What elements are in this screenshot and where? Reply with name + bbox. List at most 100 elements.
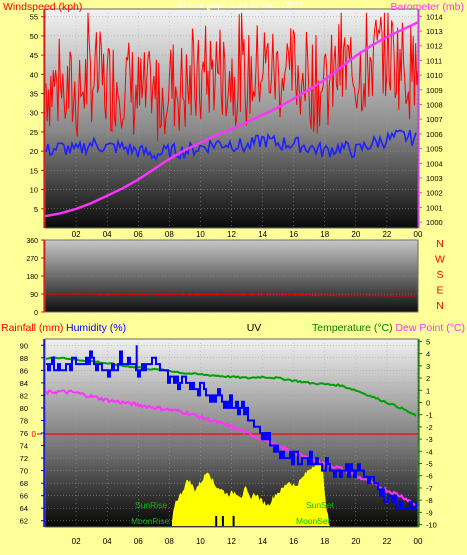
uv-bar: [232, 516, 235, 526]
temperature-axis-title: Temperature (°C): [312, 322, 393, 334]
humidity-tick-label: 70: [20, 467, 28, 476]
barometer-tick-label: 1013: [426, 27, 443, 36]
temperature-line: [46, 356, 417, 417]
panel1-hour-label: 18: [320, 230, 329, 239]
windspeed-tick-label: 45: [30, 51, 38, 60]
panel1-hour-label: 16: [289, 230, 298, 239]
panel3-series: [45, 345, 418, 510]
barometer-tick-label: 1008: [426, 101, 443, 110]
panel1-hour-label: 02: [72, 230, 81, 239]
uv-bar: [215, 516, 218, 526]
temperature-tick-label: -8: [426, 496, 433, 505]
moonset-label: MoonSet: [296, 516, 331, 526]
barometer-tick-label: 1006: [426, 130, 443, 139]
panel1-hour-label: 12: [227, 230, 236, 239]
wind-direction-tick-label: 90: [30, 292, 38, 299]
wind-direction-tick-label: 360: [26, 238, 38, 245]
temperature-tick-label: -10: [426, 521, 437, 530]
compass-letter: E: [436, 285, 443, 297]
panel3-hour-label: 10: [196, 537, 205, 546]
temperature-tick-label: 3: [426, 362, 430, 371]
humidity-tick-label: 68: [20, 479, 28, 488]
panel1-hour-label: 06: [134, 230, 143, 239]
panel1-hour-label: 10: [196, 230, 205, 239]
panel3-hour-label: 16: [289, 537, 298, 546]
panel1-hour-label: 14: [258, 230, 267, 239]
temperature-tick-label: -7: [426, 484, 433, 493]
humidity-tick-label: 74: [20, 442, 28, 451]
windspeed-tick-label: 30: [30, 109, 38, 118]
panel1-title: 24 hour graph since 18 March 2015: [177, 1, 304, 10]
panel3-hour-label: 20: [351, 537, 360, 546]
wind-baro-panel: Windspeed (kph) 24 hour graph since 18 M…: [3, 1, 464, 239]
windspeed-tick-label: 55: [30, 13, 38, 22]
temperature-tick-label: 0: [426, 398, 430, 407]
uv-axis-title: UV: [247, 322, 262, 334]
windspeed-tick-label: 10: [30, 186, 38, 195]
panel3-hour-label: 14: [258, 537, 267, 546]
panel1-hour-label: 22: [382, 230, 391, 239]
barometer-tick-label: 1011: [426, 56, 442, 65]
rain-zero-label: 0: [32, 430, 37, 439]
wind-direction-axis: 0 90 180 270 360: [26, 238, 45, 317]
temp-humidity-panel: Rainfall (mm) Humidity (%) UV Temperatur…: [1, 322, 465, 546]
humidity-axis-title: Humidity (%): [66, 322, 126, 334]
wind-direction-tick-label: 270: [26, 256, 38, 263]
wind-gust-line: [45, 12, 418, 142]
rainfall-axis-title: Rainfall (mm): [1, 322, 63, 334]
temperature-tick-label: -3: [426, 435, 433, 444]
temperature-tick-label: 4: [426, 350, 430, 359]
humidity-tick-label: 84: [20, 379, 28, 388]
barometer-tick-label: 1000: [426, 218, 443, 227]
temperature-tick-label: -1: [426, 411, 433, 420]
humidity-tick-label: 76: [20, 429, 28, 438]
panel3-hour-axis: 02 04 06 08 10 12 14 16 18 20 22 00: [72, 537, 423, 546]
humidity-tick-label: 66: [20, 492, 28, 501]
panel1-series: [45, 12, 418, 218]
barometer-tick-label: 1003: [426, 174, 443, 183]
dewpoint-axis-title: Dew Point (°C): [395, 322, 465, 334]
barometer-tick-label: 1001: [426, 203, 443, 212]
panel1-hour-axis: 02 04 06 08 10 12 14 16 18 20 22 00: [72, 230, 423, 239]
humidity-tick-label: 82: [20, 391, 28, 400]
panel1-hour-label: 20: [351, 230, 360, 239]
compass-letter: N: [436, 238, 444, 250]
wind-direction-tick-label: 180: [26, 274, 38, 281]
humidity-tick-label: 86: [20, 366, 28, 375]
moonrise-label: MoonRise: [131, 516, 170, 526]
panel3-hour-label: 12: [227, 537, 236, 546]
humidity-tick-label: 88: [20, 354, 28, 363]
humidity-tick-label: 80: [20, 404, 28, 413]
barometer-line: [45, 21, 418, 218]
barometer-tick-label: 1007: [426, 115, 443, 124]
windspeed-tick-label: 25: [30, 128, 38, 137]
panel3-hour-label: 18: [320, 537, 329, 546]
panel3-hour-label: 22: [382, 537, 391, 546]
temperature-tick-label: 5: [426, 337, 430, 346]
wind-direction-line: [45, 292, 417, 298]
panel3-hour-label: 08: [165, 537, 174, 546]
humidity-tick-label: 90: [20, 341, 28, 350]
wind-direction-tick-label: 0: [34, 310, 38, 317]
barometer-tick-label: 1010: [426, 71, 443, 80]
temperature-tick-label: -5: [426, 460, 433, 469]
barometer-tick-label: 1014: [426, 12, 443, 21]
temperature-tick-label: -9: [426, 508, 433, 517]
temperature-tick-label: -4: [426, 447, 433, 456]
windspeed-axis-title: Windspeed (kph): [3, 1, 82, 13]
sunset-label: SunSet: [306, 500, 335, 510]
barometer-tick-label: 1012: [426, 42, 443, 51]
windspeed-tick-label: 20: [30, 147, 38, 156]
temperature-tick-label: -2: [426, 423, 433, 432]
solar-radiation-area: [172, 460, 330, 526]
windspeed-tick-label: 35: [30, 90, 38, 99]
humidity-tick-label: 62: [20, 517, 28, 526]
windspeed-axis: 5 10 15 20 25 30 35 40 45 50 55: [30, 9, 45, 228]
humidity-tick-label: 78: [20, 416, 28, 425]
humidity-tick-label: 72: [20, 454, 28, 463]
barometer-axis: 1000 1001 1002 1003 1004 1005 1006 1007 1008 1009…: [418, 9, 443, 228]
panel1-hour-label: 08: [165, 230, 174, 239]
panel1-hour-label: 00: [414, 230, 423, 239]
